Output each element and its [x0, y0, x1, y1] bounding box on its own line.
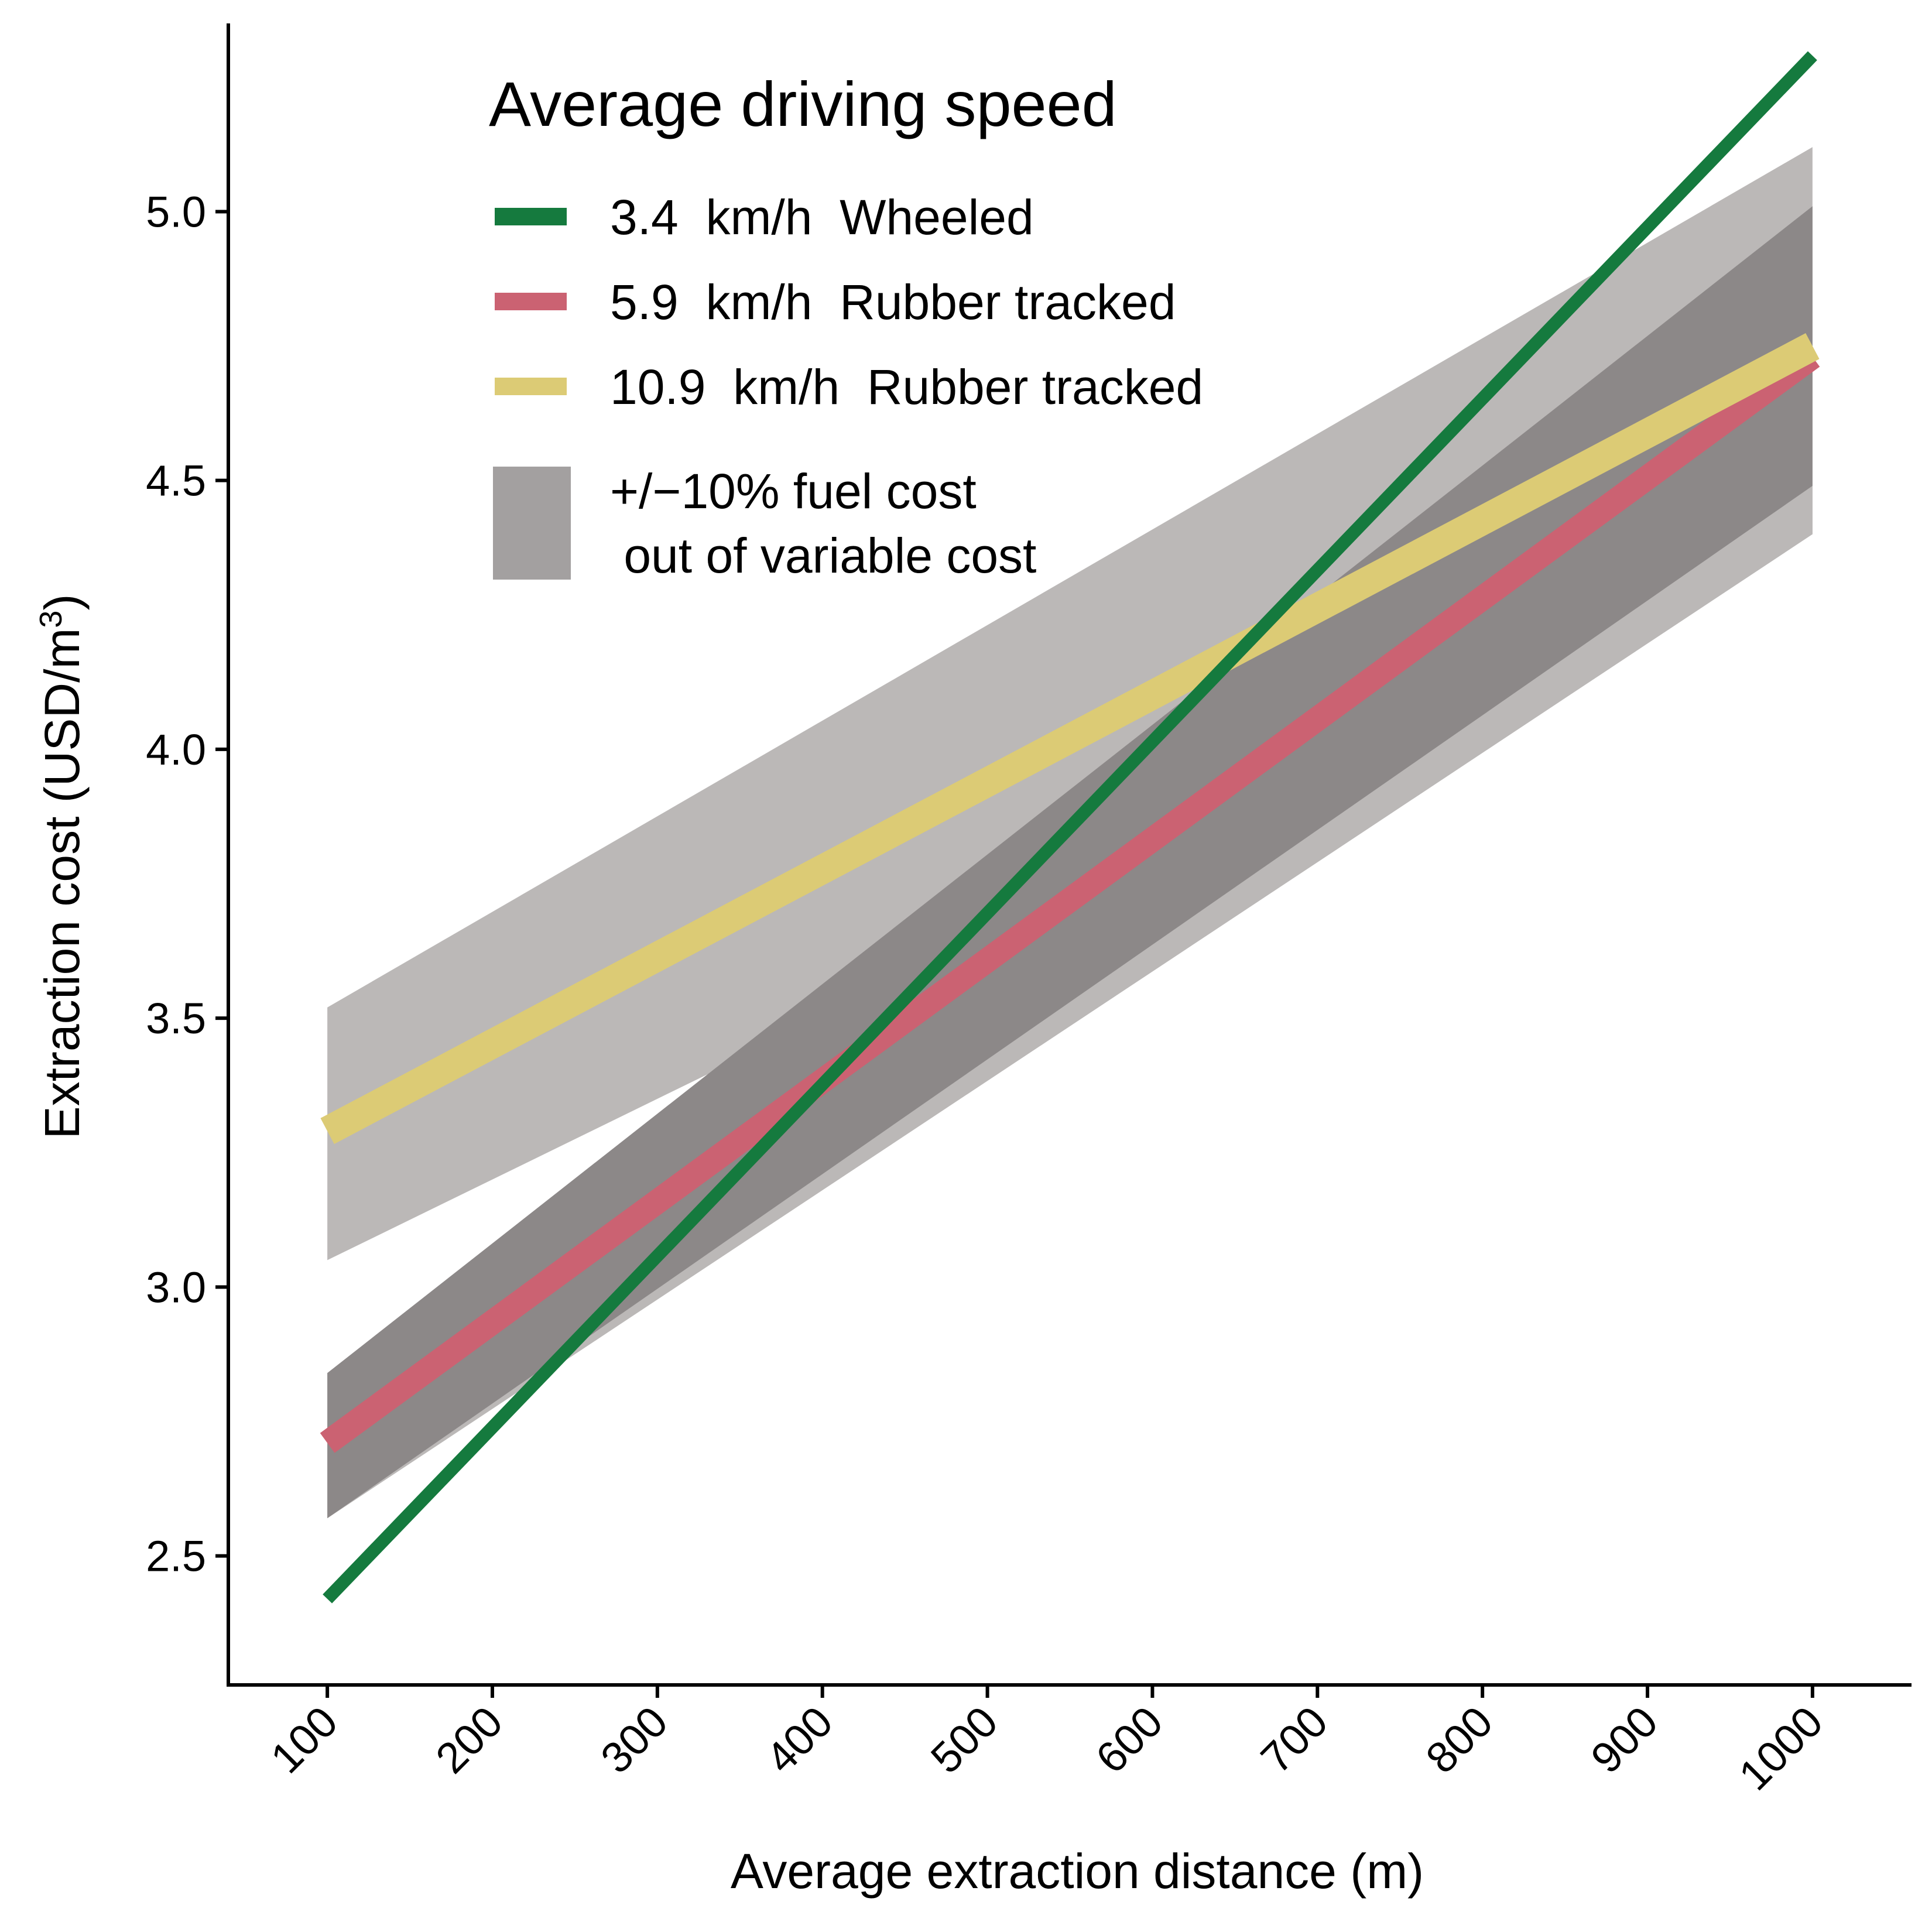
legend-label-wheeled: 3.4 km/h Wheeled	[610, 190, 1034, 245]
legend-label-rubber-tracked-10-9: 10.9 km/h Rubber tracked	[610, 359, 1203, 415]
y-axis-title: Extraction cost (USD/m3)	[33, 594, 90, 1139]
y-tick-label: 5.0	[146, 187, 206, 236]
x-tick-label: 900	[1581, 1697, 1667, 1783]
y-axis-title-text: Extraction cost (USD/m	[35, 628, 90, 1139]
x-tick-label: 1000	[1729, 1697, 1832, 1800]
y-tick-label: 4.0	[146, 725, 206, 774]
y-tick-label: 2.5	[146, 1532, 206, 1581]
x-tick-label: 400	[756, 1697, 842, 1783]
x-axis-title: Average extraction distance (m)	[731, 1844, 1424, 1899]
y-axis-ticks: 2.5 3.0 3.5 4.0 4.5 5.0	[146, 187, 228, 1581]
x-tick-label: 800	[1416, 1697, 1502, 1783]
fuel-band-2	[327, 147, 1813, 1260]
y-tick-label: 3.0	[146, 1263, 206, 1311]
x-axis-ticks: 100 200 300 400 500 600 700 800 900 1000	[261, 1685, 1832, 1800]
series-lines	[320, 51, 1820, 1604]
legend-title: Average driving speed	[489, 68, 1117, 139]
series-line-0	[323, 51, 1817, 1604]
legend: Average driving speed 3.4 km/h Wheeled 5…	[489, 68, 1203, 583]
legend-label-rubber-tracked-5-9: 5.9 km/h Rubber tracked	[610, 275, 1176, 330]
legend-label-fuel-band-line1: +/−10% fuel cost	[610, 464, 977, 519]
series-line-1	[320, 347, 1820, 1453]
x-tick-label: 200	[426, 1697, 512, 1783]
legend-swatch-fuel-band	[493, 467, 571, 580]
series-line-2	[320, 333, 1820, 1145]
x-tick-label: 100	[261, 1697, 347, 1783]
legend-label-fuel-band-line2: out of variable cost	[610, 528, 1036, 583]
x-tick-label: 700	[1252, 1697, 1337, 1783]
x-tick-label: 500	[922, 1697, 1007, 1783]
y-axis-title-superscript: 3	[33, 611, 68, 628]
y-axis-title-close: )	[35, 594, 90, 611]
x-tick-label: 600	[1087, 1697, 1172, 1783]
y-tick-label: 3.5	[146, 994, 206, 1043]
y-tick-label: 4.5	[146, 457, 206, 505]
x-tick-label: 300	[591, 1697, 677, 1783]
